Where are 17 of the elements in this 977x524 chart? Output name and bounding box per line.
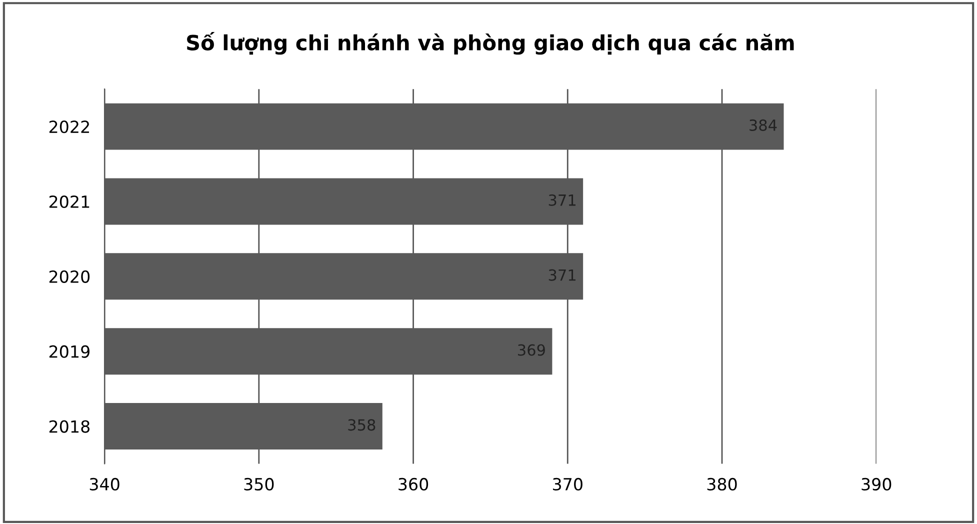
- y-tick-label: 2022: [49, 120, 89, 134]
- data-label: 384: [750, 119, 777, 131]
- x-tick-label: 370: [553, 478, 582, 491]
- y-tick-label: 2018: [49, 420, 90, 433]
- x-tick-label: 360: [398, 478, 428, 491]
- data-label: 371: [548, 269, 576, 281]
- y-tick-label: 2021: [49, 195, 90, 208]
- data-label: 358: [348, 419, 376, 431]
- y-tick-label: 2020: [49, 270, 90, 283]
- y-tick-label: 2019: [49, 345, 90, 358]
- x-tick-label: 390: [862, 478, 892, 491]
- data-label: 371: [548, 194, 576, 206]
- data-label: 369: [518, 344, 545, 356]
- chart-title: Số lượng chi nhánh và phòng giao dịch qua các năm: [187, 32, 794, 55]
- x-tick-label: 350: [244, 478, 274, 491]
- x-tick-label: 380: [707, 478, 737, 491]
- x-tick-label: 340: [90, 478, 120, 491]
